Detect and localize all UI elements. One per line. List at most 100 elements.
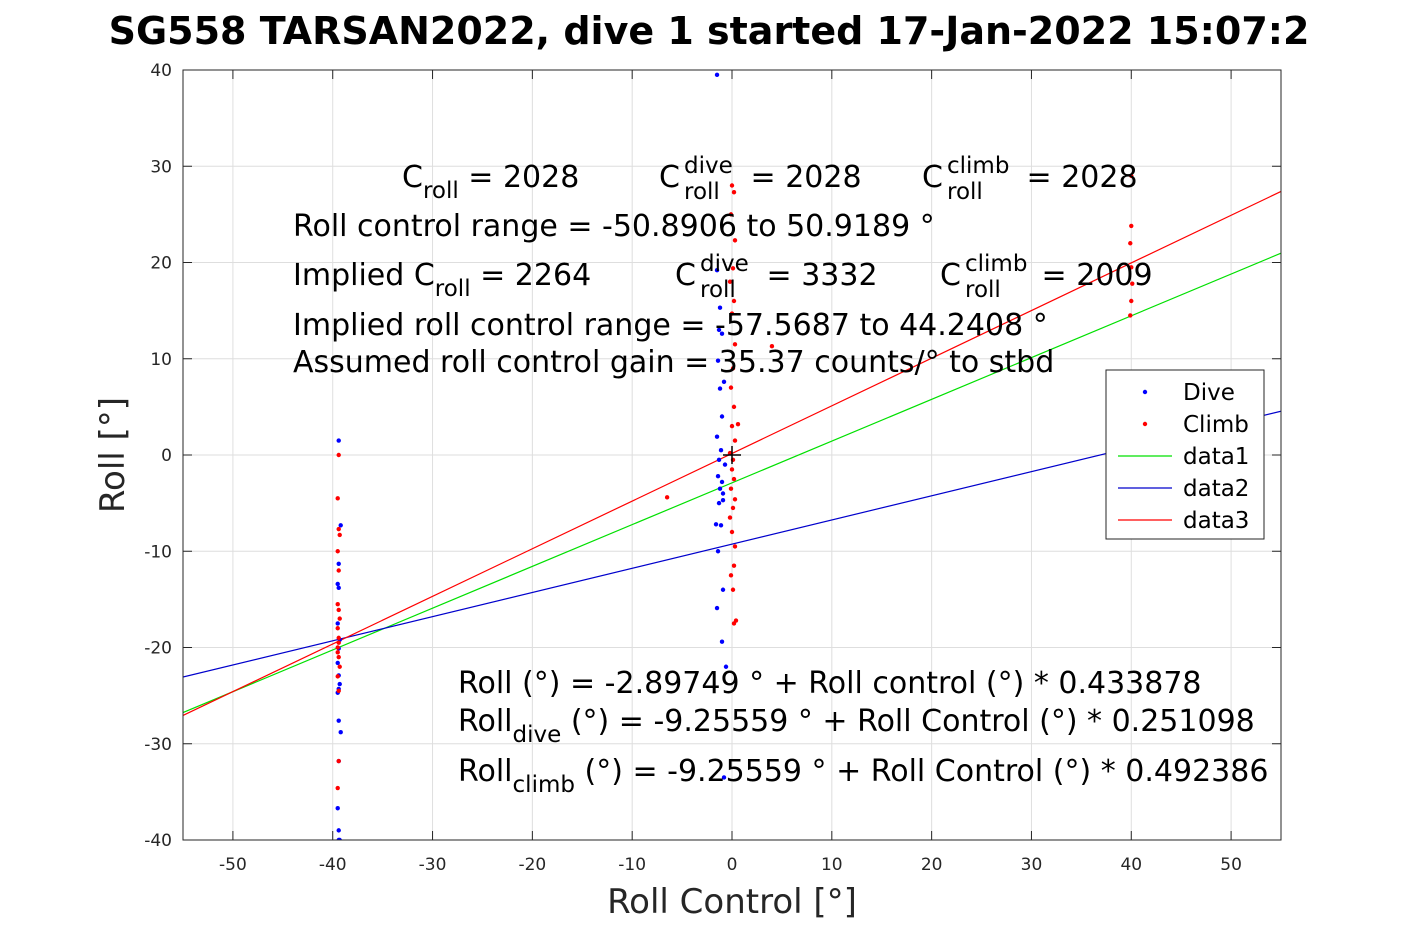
point-climb [732, 497, 738, 502]
legend-label: data3 [1183, 508, 1249, 534]
y-tick-label: -30 [144, 735, 172, 755]
y-tick-label: -40 [144, 831, 172, 851]
point-dive [714, 434, 720, 439]
annotation-fit-climb: Rollclimb (°) = -9.25559 ° + Roll Contro… [458, 754, 1268, 798]
point-climb [731, 190, 737, 195]
point-dive [335, 621, 340, 626]
point-dive [336, 828, 341, 833]
legend-label: Dive [1183, 380, 1235, 406]
point-dive [337, 837, 342, 840]
point-climb [664, 495, 670, 500]
point-climb [1129, 298, 1134, 304]
point-climb [735, 422, 741, 427]
legend-box [1105, 369, 1265, 540]
x-tick-label: 20 [921, 855, 943, 875]
point-dive [717, 486, 723, 491]
x-tick-label: -50 [219, 855, 247, 875]
point-dive [715, 358, 721, 363]
series-line-data2 [183, 410, 1281, 678]
x-tick-label: 40 [1120, 855, 1142, 875]
point-dive [336, 438, 341, 443]
point-climb [731, 404, 737, 410]
point-climb [731, 476, 737, 482]
x-tick-label: 50 [1220, 855, 1242, 875]
annotation-roll-control-range: Roll control range = -50.8906 to 50.9189… [293, 209, 935, 244]
legend: Dive Climb data1 data2 data3 [1105, 369, 1265, 540]
point-climb [729, 311, 735, 316]
annotation-fit-all: Roll (°) = -2.89749 ° + Roll control (°)… [458, 666, 1202, 701]
point-climb [729, 529, 735, 535]
point-dive [714, 72, 720, 78]
point-climb [337, 532, 342, 538]
point-dive [714, 605, 720, 611]
point-climb [729, 467, 735, 472]
point-dive [718, 447, 724, 453]
point-dive [716, 457, 722, 463]
legend-marker-dive [1142, 389, 1148, 395]
point-dive [335, 806, 340, 811]
point-climb [335, 650, 340, 655]
legend-label: data1 [1183, 444, 1249, 470]
point-dive [715, 473, 721, 479]
point-climb [729, 183, 735, 188]
point-dive [716, 500, 722, 506]
point-climb [728, 486, 734, 491]
point-climb [336, 688, 341, 694]
point-dive [723, 664, 729, 669]
annotation-implied-c-roll: Implied Croll = 2264 [293, 258, 591, 302]
point-dive [720, 587, 726, 592]
point-climb [732, 438, 738, 443]
point-climb [336, 654, 341, 660]
point-climb [727, 279, 733, 284]
y-axis-label: Roll [°] [93, 397, 133, 513]
x-tick-label: -30 [419, 855, 447, 875]
point-dive [716, 327, 722, 333]
x-tick-label: 10 [821, 855, 843, 875]
point-climb [727, 450, 733, 456]
point-dive [335, 581, 340, 587]
point-climb [1128, 313, 1133, 318]
annotation-gain: Assumed roll control gain = 35.37 counts… [293, 345, 1054, 380]
point-dive [717, 305, 723, 310]
point-climb [1128, 241, 1133, 246]
point-climb [728, 212, 734, 217]
x-tick-label: -10 [618, 855, 646, 875]
legend-label: Climb [1183, 412, 1249, 438]
y-tick-label: 40 [150, 61, 172, 81]
point-climb [1129, 265, 1134, 270]
point-climb [335, 674, 340, 679]
data-points [335, 72, 1135, 840]
point-climb [732, 238, 738, 243]
annotation-c-roll: Croll = 2028 [402, 160, 579, 204]
point-climb [336, 758, 341, 764]
point-dive [719, 639, 725, 644]
point-climb [336, 568, 341, 573]
point-climb [1129, 223, 1134, 229]
point-climb [1129, 173, 1134, 179]
point-climb [733, 618, 739, 623]
point-climb [337, 616, 342, 621]
point-climb [729, 423, 735, 429]
annotation-fits: Roll (°) = -2.89749 ° + Roll control (°)… [458, 666, 1268, 798]
x-tick-label: -40 [319, 855, 347, 875]
y-tick-label: -20 [144, 639, 172, 659]
point-climb [730, 587, 736, 592]
point-dive [338, 523, 343, 528]
point-dive [721, 379, 727, 385]
point-dive [336, 585, 341, 591]
y-tick-label: 10 [150, 350, 172, 370]
y-tick-label: 30 [150, 157, 172, 177]
chart-title: SG558 TARSAN2022, dive 1 started 17-Jan-… [109, 9, 1310, 53]
point-dive [722, 462, 728, 467]
x-tick-label: 30 [1021, 855, 1043, 875]
point-climb [728, 573, 734, 578]
point-dive [717, 386, 723, 391]
legend-label: data2 [1183, 476, 1249, 502]
point-dive [719, 331, 725, 336]
point-dive [718, 523, 724, 528]
point-dive [721, 775, 727, 780]
point-climb [335, 645, 340, 650]
